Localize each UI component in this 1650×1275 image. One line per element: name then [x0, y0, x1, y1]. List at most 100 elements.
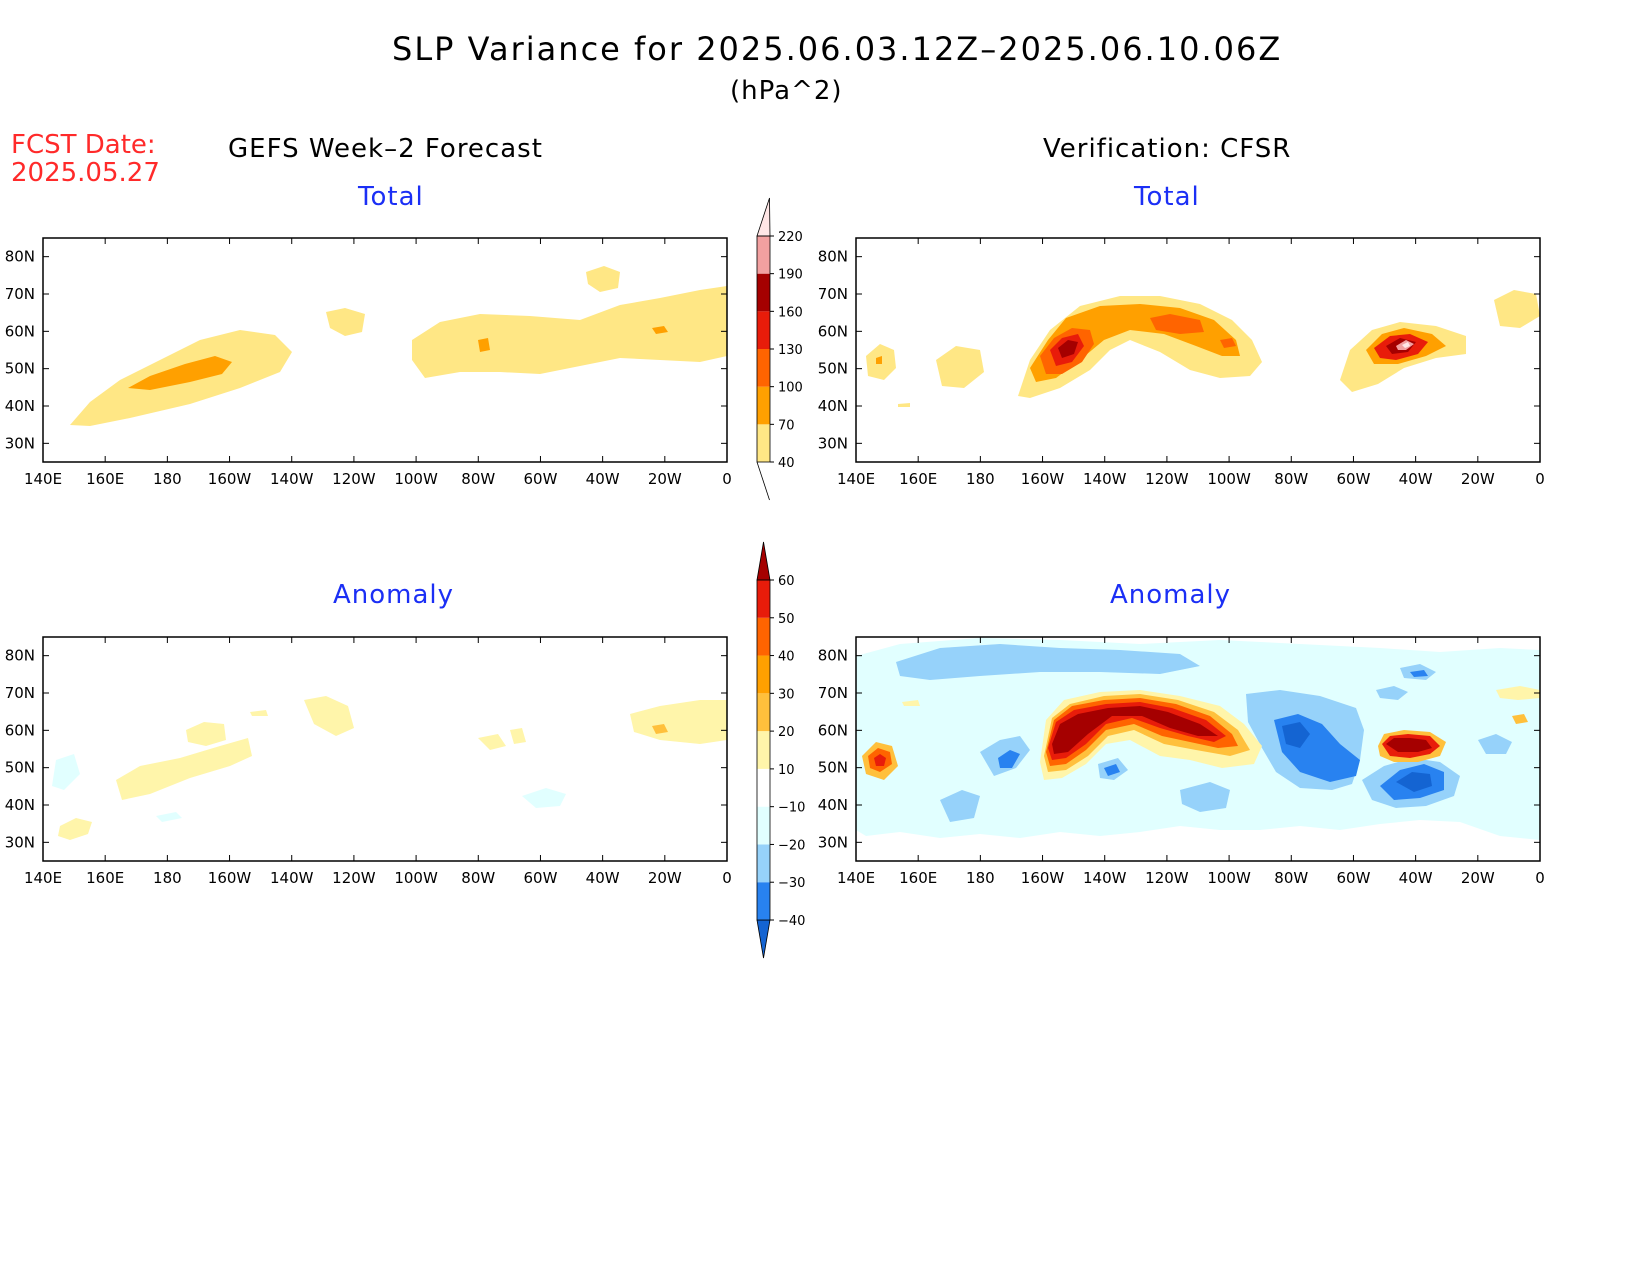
colorbar-segment — [757, 844, 770, 883]
y-tick-label: 80N — [5, 248, 35, 266]
colorbar-label: 40 — [778, 650, 795, 665]
colorbar-segment — [757, 617, 770, 656]
colorbar-label: −10 — [778, 801, 805, 816]
x-tick-label: 100W — [1207, 869, 1251, 887]
x-tick-label: 120W — [332, 470, 376, 488]
x-tick-label: 140E — [24, 869, 62, 887]
x-tick-label: 160E — [899, 470, 937, 488]
x-tick-label: 180 — [966, 470, 995, 488]
anomaly-colorbar: −40 −30 −20 −10 10 20 30 40 50 60 — [756, 541, 805, 959]
x-tick-label: 40W — [1399, 869, 1433, 887]
x-tick-label: 60W — [1336, 869, 1370, 887]
colorbar-segment — [757, 311, 770, 349]
y-tick-label: 40N — [818, 397, 848, 415]
colorbar-label: −40 — [778, 914, 805, 929]
y-tick-label: 40N — [818, 796, 848, 814]
y-tick-label: 70N — [818, 285, 848, 303]
y-tick-label: 60N — [818, 322, 848, 340]
figure-units: (hPa^2) — [730, 76, 843, 106]
x-tick-label: 160E — [86, 470, 124, 488]
x-tick-label: 80W — [1274, 869, 1308, 887]
forecast-anomaly-subtitle: Anomaly — [333, 580, 455, 610]
x-tick-label: 20W — [648, 869, 682, 887]
y-tick-label: 40N — [5, 796, 35, 814]
total-colorbar: 40 70 100 130 160 190 220 — [756, 197, 803, 501]
x-tick-label: 160W — [208, 869, 252, 887]
x-tick-label: 140W — [1083, 470, 1127, 488]
y-tick-label: 30N — [818, 434, 848, 452]
x-tick-label: 20W — [648, 470, 682, 488]
verification-anomaly-panel: 140E 160E 180 160W 140W 120W 100W 80W 60W 40W 20W 0… — [818, 636, 1545, 887]
verification-total-subtitle: Total — [1134, 182, 1200, 212]
colorbar-label: 60 — [778, 574, 795, 589]
verification-total-panel: 140E 160E 180 160W 140W 120W 100W 80W 60W 40W 20W 0… — [818, 237, 1545, 488]
x-tick-label: 120W — [1145, 869, 1189, 887]
y-tick-label: 60N — [5, 721, 35, 739]
y-tick-label: 50N — [5, 360, 35, 378]
figure-title: SLP Variance for 2025.06.03.12Z–2025.06.… — [392, 30, 1283, 68]
y-tick-label: 80N — [818, 248, 848, 266]
x-tick-label: 160W — [208, 470, 252, 488]
colorbar-segment — [757, 731, 770, 769]
x-tick-label: 120W — [1145, 470, 1189, 488]
forecast-date-value: 2025.05.27 — [11, 158, 160, 188]
y-tick-label: 60N — [818, 721, 848, 739]
x-tick-label: 60W — [1336, 470, 1370, 488]
x-tick-label: 140E — [837, 869, 875, 887]
colorbar-label: 50 — [778, 612, 795, 627]
forecast-total-panel: 140E 160E 180 160W 140W 120W 100W 80W 60W 40W 20W 0… — [5, 237, 732, 488]
colorbar-segment — [757, 655, 770, 694]
x-tick-label: 160E — [86, 869, 124, 887]
x-tick-label: 0 — [1535, 869, 1545, 887]
x-tick-label: 40W — [1399, 470, 1433, 488]
y-tick-label: 60N — [5, 322, 35, 340]
x-tick-label: 180 — [966, 869, 995, 887]
colorbar-segment — [757, 806, 770, 845]
colorbar-top-arrow — [756, 541, 771, 581]
colorbar-segment — [757, 882, 770, 920]
x-tick-label: 80W — [1274, 470, 1308, 488]
x-tick-label: 100W — [394, 869, 438, 887]
x-tick-label: 20W — [1461, 470, 1495, 488]
forecast-anomaly-panel: 140E 160E 180 160W 140W 120W 100W 80W 60W 40W 20W 0… — [5, 636, 732, 887]
x-tick-label: 100W — [1207, 470, 1251, 488]
right-column-title: Verification: CFSR — [1043, 134, 1292, 164]
x-tick-label: 160W — [1021, 869, 1065, 887]
x-tick-label: 160W — [1021, 470, 1065, 488]
x-tick-label: 20W — [1461, 869, 1495, 887]
y-tick-label: 80N — [818, 647, 848, 665]
colorbar-top-arrow — [756, 197, 771, 237]
x-tick-label: 140W — [1083, 869, 1127, 887]
colorbar-segment — [757, 768, 770, 807]
x-tick-label: 60W — [523, 869, 557, 887]
colorbar-label: 190 — [778, 268, 803, 283]
y-tick-label: 30N — [818, 833, 848, 851]
y-tick-label: 30N — [5, 434, 35, 452]
x-tick-label: 140E — [24, 470, 62, 488]
left-column-title: GEFS Week–2 Forecast — [228, 134, 543, 164]
colorbar-label: 30 — [778, 687, 795, 702]
y-tick-label: 70N — [5, 285, 35, 303]
x-tick-label: 80W — [461, 869, 495, 887]
x-tick-label: 180 — [153, 470, 182, 488]
x-tick-label: 140E — [837, 470, 875, 488]
x-tick-label: 40W — [586, 470, 620, 488]
x-tick-label: 0 — [1535, 470, 1545, 488]
x-tick-label: 140W — [270, 869, 314, 887]
colorbar-label: 20 — [778, 725, 795, 740]
x-tick-label: 100W — [394, 470, 438, 488]
forecast-total-subtitle: Total — [358, 182, 424, 212]
y-tick-label: 70N — [818, 684, 848, 702]
y-tick-label: 50N — [5, 759, 35, 777]
x-tick-label: 0 — [722, 869, 732, 887]
x-tick-label: 0 — [722, 470, 732, 488]
colorbar-segment — [757, 236, 770, 274]
verification-anomaly-subtitle: Anomaly — [1110, 580, 1232, 610]
y-tick-label: 40N — [5, 397, 35, 415]
y-tick-label: 80N — [5, 647, 35, 665]
colorbar-label: 130 — [778, 343, 803, 358]
colorbar-label: 160 — [778, 305, 803, 320]
x-tick-label: 80W — [461, 470, 495, 488]
y-tick-label: 70N — [5, 684, 35, 702]
